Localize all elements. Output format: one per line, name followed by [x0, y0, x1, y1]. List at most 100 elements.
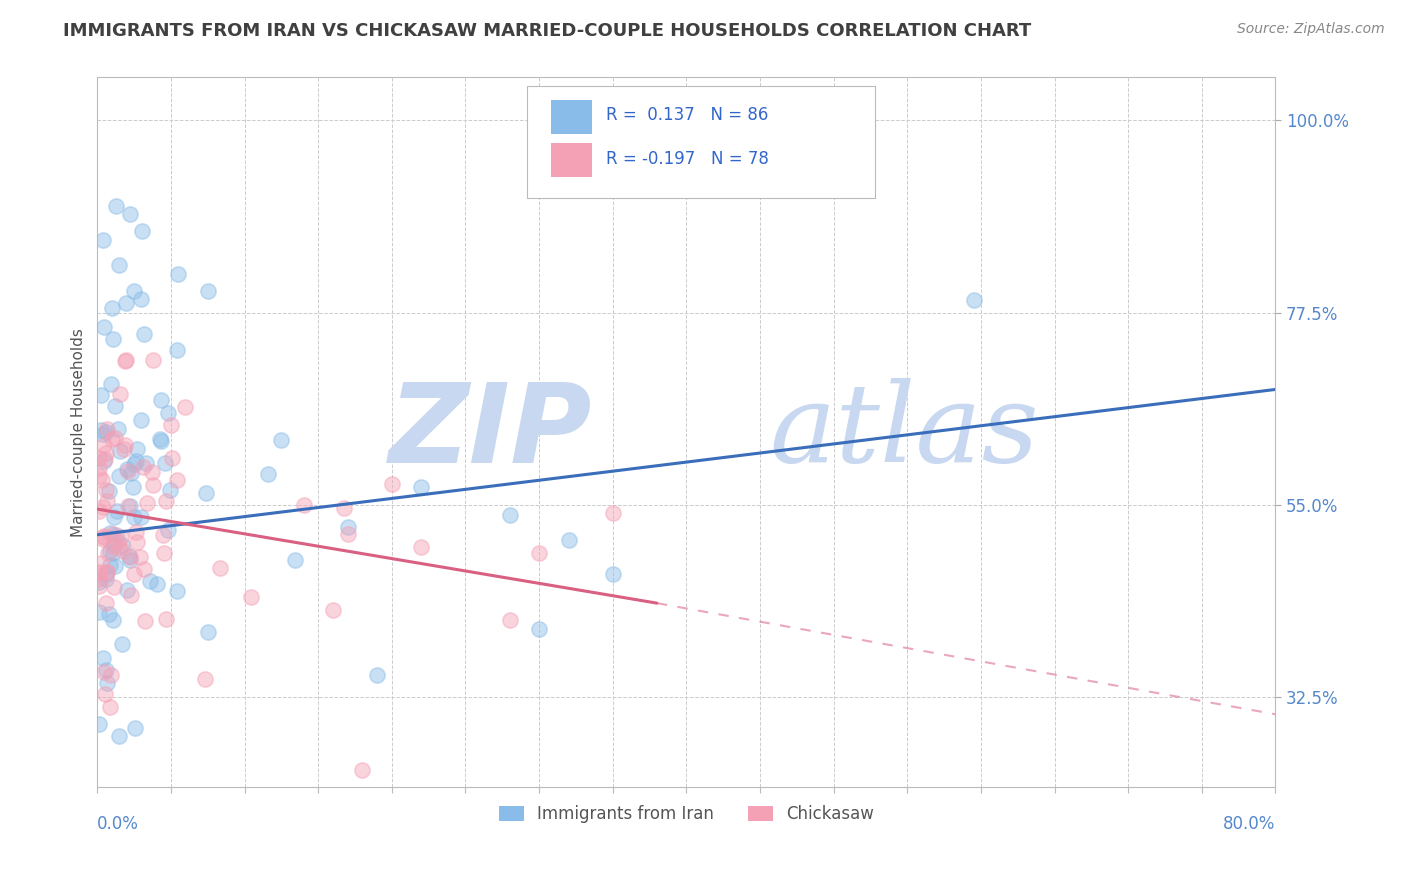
Point: [94, 572, 117, 586]
Point: [141, 465, 163, 479]
Point: [197, 625, 219, 640]
Point: [127, 534, 149, 549]
Y-axis label: Married-couple Households: Married-couple Households: [72, 327, 86, 537]
Point: [96, 565, 118, 579]
Point: [98, 526, 121, 541]
Point: [173, 400, 195, 414]
FancyBboxPatch shape: [527, 86, 875, 198]
Point: [557, 533, 579, 547]
Point: [135, 456, 157, 470]
Point: [94, 566, 117, 581]
Point: [125, 454, 148, 468]
Text: R = -0.197   N = 78: R = -0.197 N = 78: [606, 150, 769, 168]
Point: [111, 636, 134, 650]
Point: [122, 457, 145, 471]
Point: [93, 687, 115, 701]
Point: [166, 343, 188, 358]
Point: [96, 493, 118, 508]
Point: [107, 535, 129, 549]
Text: ZIP: ZIP: [388, 379, 592, 485]
Point: [194, 486, 217, 500]
Point: [120, 466, 142, 480]
Point: [91, 533, 114, 547]
Point: [156, 406, 179, 420]
Point: [103, 580, 125, 594]
Point: [93, 233, 115, 247]
Point: [166, 474, 188, 488]
Point: [114, 438, 136, 452]
Point: [114, 296, 136, 310]
Point: [90, 423, 112, 437]
Point: [159, 417, 181, 432]
Point: [155, 494, 177, 508]
Point: [87, 565, 110, 579]
Point: [104, 528, 127, 542]
Point: [98, 699, 121, 714]
Point: [91, 427, 114, 442]
Point: [89, 716, 111, 731]
Point: [498, 508, 520, 522]
Point: [149, 432, 172, 446]
Point: [120, 549, 142, 564]
Text: 0.0%: 0.0%: [97, 815, 139, 833]
Point: [93, 665, 115, 679]
Point: [96, 422, 118, 436]
Point: [208, 561, 231, 575]
Point: [103, 537, 125, 551]
Point: [87, 579, 110, 593]
Point: [93, 529, 115, 543]
Point: [87, 460, 110, 475]
Point: [118, 549, 141, 563]
Point: [124, 566, 146, 581]
Text: R =  0.137   N = 86: R = 0.137 N = 86: [606, 106, 769, 124]
Point: [122, 480, 145, 494]
Point: [100, 376, 122, 391]
Point: [87, 566, 110, 580]
Point: [336, 526, 359, 541]
Point: [527, 622, 550, 636]
Point: [108, 540, 131, 554]
Point: [87, 468, 110, 483]
Point: [135, 496, 157, 510]
Point: [292, 499, 315, 513]
Text: atlas: atlas: [769, 378, 1039, 486]
Point: [103, 509, 125, 524]
Point: [239, 590, 262, 604]
Point: [157, 523, 180, 537]
Point: [111, 544, 134, 558]
Point: [87, 574, 110, 589]
Text: 80.0%: 80.0%: [1223, 815, 1275, 833]
Point: [103, 431, 125, 445]
Point: [114, 354, 136, 368]
Point: [118, 207, 141, 221]
Point: [160, 450, 183, 465]
Point: [115, 582, 138, 597]
Point: [270, 433, 292, 447]
Point: [90, 473, 112, 487]
Point: [103, 526, 125, 541]
Point: [117, 462, 139, 476]
Point: [93, 454, 115, 468]
Point: [117, 500, 139, 514]
Legend: Immigrants from Iran, Chickasaw: Immigrants from Iran, Chickasaw: [492, 798, 880, 830]
Point: [145, 577, 167, 591]
Point: [101, 546, 124, 560]
Point: [101, 432, 124, 446]
Point: [159, 483, 181, 498]
Point: [134, 614, 156, 628]
Point: [336, 520, 359, 534]
Point: [91, 651, 114, 665]
Point: [129, 413, 152, 427]
Point: [129, 510, 152, 524]
Point: [87, 605, 110, 619]
Point: [141, 352, 163, 367]
Point: [122, 510, 145, 524]
Point: [498, 613, 520, 627]
Point: [117, 464, 139, 478]
Point: [87, 451, 110, 466]
Point: [366, 668, 388, 682]
Point: [118, 499, 141, 513]
Point: [110, 530, 132, 544]
Point: [602, 506, 624, 520]
Point: [104, 399, 127, 413]
